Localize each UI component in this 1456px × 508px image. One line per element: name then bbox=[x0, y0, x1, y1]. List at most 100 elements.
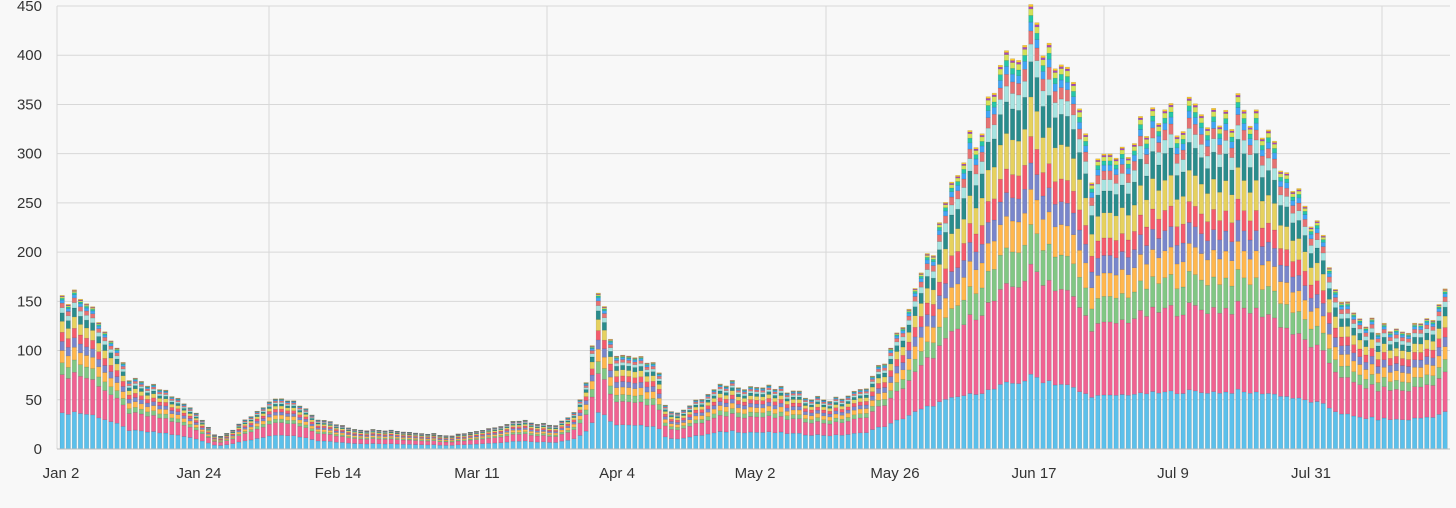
bar-segment bbox=[71, 372, 77, 413]
bar-segment bbox=[346, 431, 351, 434]
bar-segment bbox=[1144, 226, 1150, 246]
bar-segment bbox=[601, 356, 607, 369]
bar-segment bbox=[1028, 224, 1034, 265]
bar-stack bbox=[291, 400, 297, 450]
bar-segment bbox=[449, 445, 455, 450]
bar-segment bbox=[918, 278, 924, 283]
bar-segment bbox=[985, 242, 991, 272]
bar-segment bbox=[608, 342, 613, 345]
bar-segment bbox=[370, 434, 376, 436]
bar-segment bbox=[1058, 224, 1064, 256]
bar-segment bbox=[102, 365, 108, 373]
bar-segment bbox=[1253, 122, 1259, 131]
bar-stack bbox=[650, 362, 656, 450]
bar-segment bbox=[1314, 220, 1320, 222]
bar-segment bbox=[723, 395, 729, 400]
bar-segment bbox=[254, 420, 260, 424]
bar-segment bbox=[1034, 77, 1040, 112]
bar-segment bbox=[1064, 146, 1070, 181]
bar-segment bbox=[126, 394, 132, 400]
bar-segment bbox=[1400, 358, 1405, 366]
bar-segment bbox=[815, 398, 821, 401]
bar-segment bbox=[1351, 344, 1357, 354]
bar-segment bbox=[1113, 174, 1119, 184]
bar-segment bbox=[1424, 348, 1430, 357]
bar-segment bbox=[181, 436, 187, 450]
bar-stack bbox=[589, 345, 595, 450]
bar-segment bbox=[766, 402, 772, 407]
bar-segment bbox=[961, 162, 967, 165]
bar-segment bbox=[254, 438, 260, 450]
bar-segment bbox=[181, 415, 187, 419]
bar-segment bbox=[1241, 118, 1247, 124]
bar-segment bbox=[924, 326, 930, 343]
bar-segment bbox=[1393, 418, 1399, 450]
bar-segment bbox=[1150, 178, 1156, 210]
bar-segment bbox=[1138, 129, 1143, 137]
bar-segment bbox=[272, 434, 278, 450]
bar-segment bbox=[1247, 154, 1253, 168]
bar-segment bbox=[1296, 290, 1302, 312]
bar-segment bbox=[1326, 267, 1332, 269]
bar-segment bbox=[595, 319, 601, 331]
bar-segment bbox=[1192, 117, 1198, 125]
bar-segment bbox=[297, 417, 303, 421]
bar-segment bbox=[1241, 307, 1247, 393]
bar-segment bbox=[1168, 274, 1174, 306]
bar-segment bbox=[955, 190, 961, 200]
bar-segment bbox=[729, 385, 735, 388]
bar-segment bbox=[169, 403, 175, 408]
bar-segment bbox=[839, 434, 845, 450]
bar-segment bbox=[1333, 289, 1338, 291]
bar-segment bbox=[1211, 116, 1217, 123]
bar-segment bbox=[1381, 352, 1387, 361]
bar-segment bbox=[632, 395, 638, 403]
bar-segment bbox=[1022, 212, 1028, 246]
bar-segment bbox=[1150, 120, 1156, 129]
bar-segment bbox=[1253, 139, 1259, 154]
bar-segment bbox=[1314, 247, 1320, 264]
bar-segment bbox=[1265, 286, 1271, 315]
bar-segment bbox=[882, 382, 888, 388]
bar-segment bbox=[1119, 164, 1125, 174]
bar-segment bbox=[870, 391, 875, 397]
bar-segment bbox=[132, 407, 138, 413]
bar-segment bbox=[857, 397, 863, 403]
bar-segment bbox=[1302, 235, 1308, 252]
bar-segment bbox=[528, 434, 534, 442]
bar-segment bbox=[279, 405, 284, 410]
bar-segment bbox=[851, 399, 857, 404]
bar-segment bbox=[772, 417, 778, 434]
bar-segment bbox=[601, 368, 607, 380]
bar-segment bbox=[528, 423, 534, 426]
bar-segment bbox=[815, 421, 821, 435]
bar-segment bbox=[924, 263, 930, 270]
bar-segment bbox=[339, 426, 345, 428]
bar-segment bbox=[187, 437, 193, 450]
bar-segment bbox=[1302, 251, 1308, 272]
bar-segment bbox=[778, 390, 784, 394]
bar-segment bbox=[1387, 419, 1393, 450]
bar-segment bbox=[1241, 180, 1247, 211]
bar-segment bbox=[656, 398, 662, 405]
bar-segment bbox=[193, 422, 199, 425]
bar-segment bbox=[601, 322, 607, 331]
bar-segment bbox=[78, 334, 83, 345]
bar-segment bbox=[876, 405, 881, 428]
bar-segment bbox=[1314, 262, 1320, 282]
bar-segment bbox=[1418, 343, 1424, 353]
bar-segment bbox=[78, 364, 83, 377]
bar-segment bbox=[681, 422, 687, 426]
bar-segment bbox=[1004, 74, 1009, 87]
bar-segment bbox=[138, 388, 144, 392]
bar-segment bbox=[1290, 291, 1296, 313]
bar-segment bbox=[1272, 266, 1277, 292]
bar-segment bbox=[455, 440, 461, 446]
bar-segment bbox=[1320, 303, 1326, 317]
bar-segment bbox=[1436, 328, 1442, 339]
bar-segment bbox=[595, 330, 601, 341]
bar-segment bbox=[997, 64, 1003, 68]
bar-segment bbox=[1241, 230, 1247, 252]
bar-segment bbox=[742, 405, 747, 410]
bar-stack bbox=[1058, 64, 1064, 450]
